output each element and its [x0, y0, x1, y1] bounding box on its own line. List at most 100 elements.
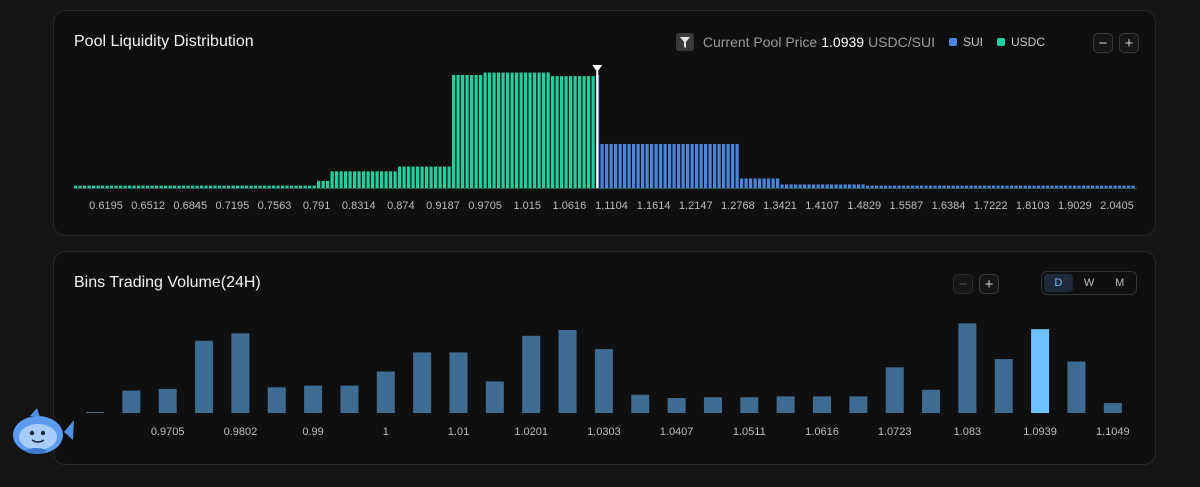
- liquidity-bar: [497, 72, 501, 188]
- liquidity-bar: [1010, 185, 1014, 188]
- liquidity-bar: [312, 185, 316, 188]
- volume-bar[interactable]: [740, 397, 759, 413]
- volume-bar[interactable]: [703, 397, 722, 413]
- liquidity-bar: [285, 185, 289, 188]
- volume-bar[interactable]: [413, 352, 432, 413]
- liquidity-bar: [974, 185, 978, 188]
- liquidity-bar: [380, 171, 384, 188]
- liquidity-bar: [627, 143, 631, 188]
- volume-bar[interactable]: [922, 389, 941, 413]
- x-tick-label: 1.8103: [1016, 200, 1050, 212]
- liquidity-bar: [650, 143, 654, 188]
- x-tick-label: 1.01: [448, 426, 469, 438]
- liquidity-chart-title: Pool Liquidity Distribution: [74, 33, 254, 50]
- liquidity-bar: [447, 166, 451, 188]
- liquidity-bar: [1028, 185, 1032, 188]
- volume-chart: 0.9705 0.9802 0.99 1 1.01 1.0201 1.0303 1.0407 1…: [86, 323, 1130, 438]
- volume-bar[interactable]: [994, 359, 1013, 413]
- liquidity-bar: [204, 185, 208, 188]
- liquidity-bar: [326, 180, 330, 188]
- zoom-out-button[interactable]: −: [1093, 33, 1113, 53]
- volume-bar[interactable]: [304, 385, 323, 413]
- liquidity-bar: [474, 74, 478, 188]
- liquidity-bar: [438, 166, 442, 188]
- liquidity-bar: [699, 143, 703, 188]
- volume-bar[interactable]: [594, 349, 613, 413]
- volume-bar[interactable]: [449, 352, 468, 413]
- liquidity-bar: [780, 184, 784, 188]
- volume-bar[interactable]: [813, 396, 831, 413]
- zoom-in-button[interactable]: +: [1119, 33, 1139, 53]
- liquidity-bar: [789, 184, 793, 188]
- zoom-in-button[interactable]: +: [979, 274, 999, 294]
- volume-bar[interactable]: [1103, 403, 1122, 413]
- liquidity-bar: [231, 185, 235, 188]
- volume-bar[interactable]: [376, 371, 395, 414]
- volume-bar[interactable]: [631, 394, 650, 413]
- volume-bar[interactable]: [958, 323, 977, 413]
- x-tick-label: 0.9802: [224, 426, 258, 438]
- trading-volume-card: Bins Trading Volume(24H) − + D W M 0.970…: [53, 251, 1156, 465]
- liquidity-bar: [735, 143, 739, 188]
- current-price-value: 1.0939: [821, 34, 865, 50]
- liquidity-bar: [852, 184, 856, 188]
- liquidity-bar: [182, 185, 186, 188]
- volume-bar[interactable]: [267, 387, 286, 413]
- volume-bar[interactable]: [885, 367, 904, 413]
- liquidity-bar: [573, 76, 577, 188]
- liquidity-bar: [429, 166, 433, 188]
- liquidity-bar: [258, 185, 262, 188]
- x-tick-label: 0.9705: [468, 200, 502, 212]
- liquidity-bar: [137, 185, 141, 188]
- liquidity-bar: [1037, 185, 1041, 188]
- volume-bar[interactable]: [122, 390, 141, 413]
- liquidity-bar: [1019, 185, 1023, 188]
- volume-bar[interactable]: [158, 388, 177, 413]
- period-month-tab[interactable]: M: [1115, 277, 1125, 289]
- volume-bar[interactable]: [776, 396, 795, 413]
- liquidity-bar: [812, 184, 816, 188]
- liquidity-bar: [960, 185, 964, 188]
- period-week-tab[interactable]: W: [1083, 277, 1095, 289]
- liquidity-bar: [875, 185, 879, 188]
- liquidity-bar: [911, 185, 915, 188]
- liquidity-bar: [803, 184, 807, 188]
- period-selector: D W M: [1041, 271, 1137, 295]
- volume-bar[interactable]: [231, 333, 250, 413]
- liquidity-bar: [717, 143, 721, 188]
- liquidity-bar: [749, 178, 753, 188]
- period-day-tab[interactable]: D: [1044, 274, 1073, 292]
- x-tick-label: 1.6384: [932, 200, 966, 212]
- liquidity-bar: [479, 74, 483, 188]
- volume-bar[interactable]: [340, 385, 359, 413]
- liquidity-bar: [870, 185, 874, 188]
- volume-bar[interactable]: [667, 398, 686, 413]
- liquidity-bar: [1023, 185, 1027, 188]
- liquidity-bar: [168, 185, 172, 188]
- volume-bar-current[interactable]: [1031, 329, 1050, 413]
- liquidity-bar: [92, 185, 96, 188]
- volume-bar[interactable]: [485, 381, 504, 413]
- x-tick-label: 0.6195: [89, 200, 123, 212]
- liquidity-bar: [177, 185, 181, 188]
- liquidity-chart: 0.6195 0.6512 0.6845 0.7195 0.7563 0.791 0.831…: [74, 65, 1137, 212]
- volume-bar[interactable]: [1067, 361, 1086, 413]
- volume-bar[interactable]: [849, 396, 868, 413]
- liquidity-bar: [96, 185, 100, 188]
- volume-bar[interactable]: [195, 340, 214, 413]
- liquidity-bar: [1014, 185, 1018, 188]
- liquidity-bar: [515, 72, 519, 188]
- liquidity-bar: [1050, 185, 1054, 188]
- liquidity-bar: [1127, 185, 1131, 188]
- liquidity-bar: [119, 185, 123, 188]
- liquidity-bar: [560, 76, 564, 188]
- zoom-out-button[interactable]: −: [953, 274, 973, 294]
- liquidity-bar: [1032, 185, 1036, 188]
- liquidity-bar: [218, 185, 222, 188]
- volume-bar[interactable]: [86, 412, 104, 413]
- liquidity-bar: [861, 184, 865, 188]
- volume-bar[interactable]: [558, 330, 577, 413]
- liquidity-bar: [339, 171, 343, 188]
- filter-icon[interactable]: [675, 33, 694, 51]
- volume-bar[interactable]: [522, 335, 541, 413]
